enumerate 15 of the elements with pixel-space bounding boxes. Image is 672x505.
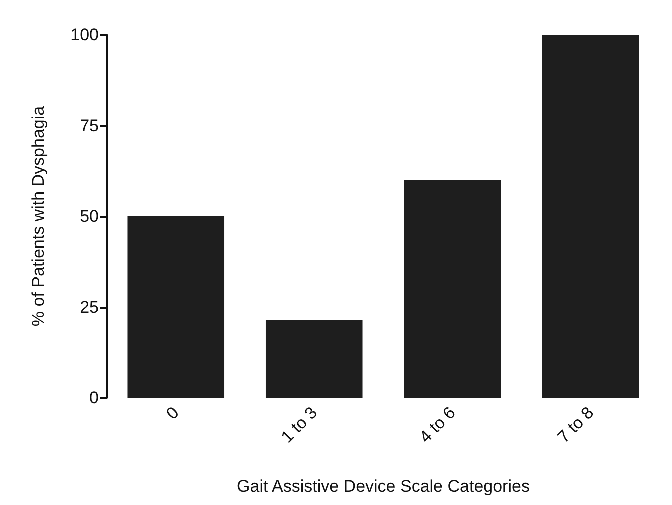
bar	[266, 320, 363, 398]
x-tick-label: 4 to 6	[416, 403, 460, 447]
bar	[404, 180, 502, 398]
x-tick-label: 7 to 8	[554, 403, 598, 447]
x-axis-title: Gait Assistive Device Scale Categories	[237, 477, 530, 496]
bar	[128, 216, 225, 398]
x-tick-label: 1 to 3	[278, 403, 322, 447]
x-tick-label: 0	[162, 403, 183, 424]
y-axis-title: % of Patients with Dysphagia	[29, 106, 48, 327]
y-tick-label: 100	[70, 26, 99, 44]
y-tick-label: 50	[80, 207, 99, 226]
y-tick-label: 75	[80, 116, 99, 136]
y-tick-label: 25	[80, 298, 99, 317]
y-tick-label: 0	[90, 388, 99, 408]
bar	[542, 35, 640, 398]
